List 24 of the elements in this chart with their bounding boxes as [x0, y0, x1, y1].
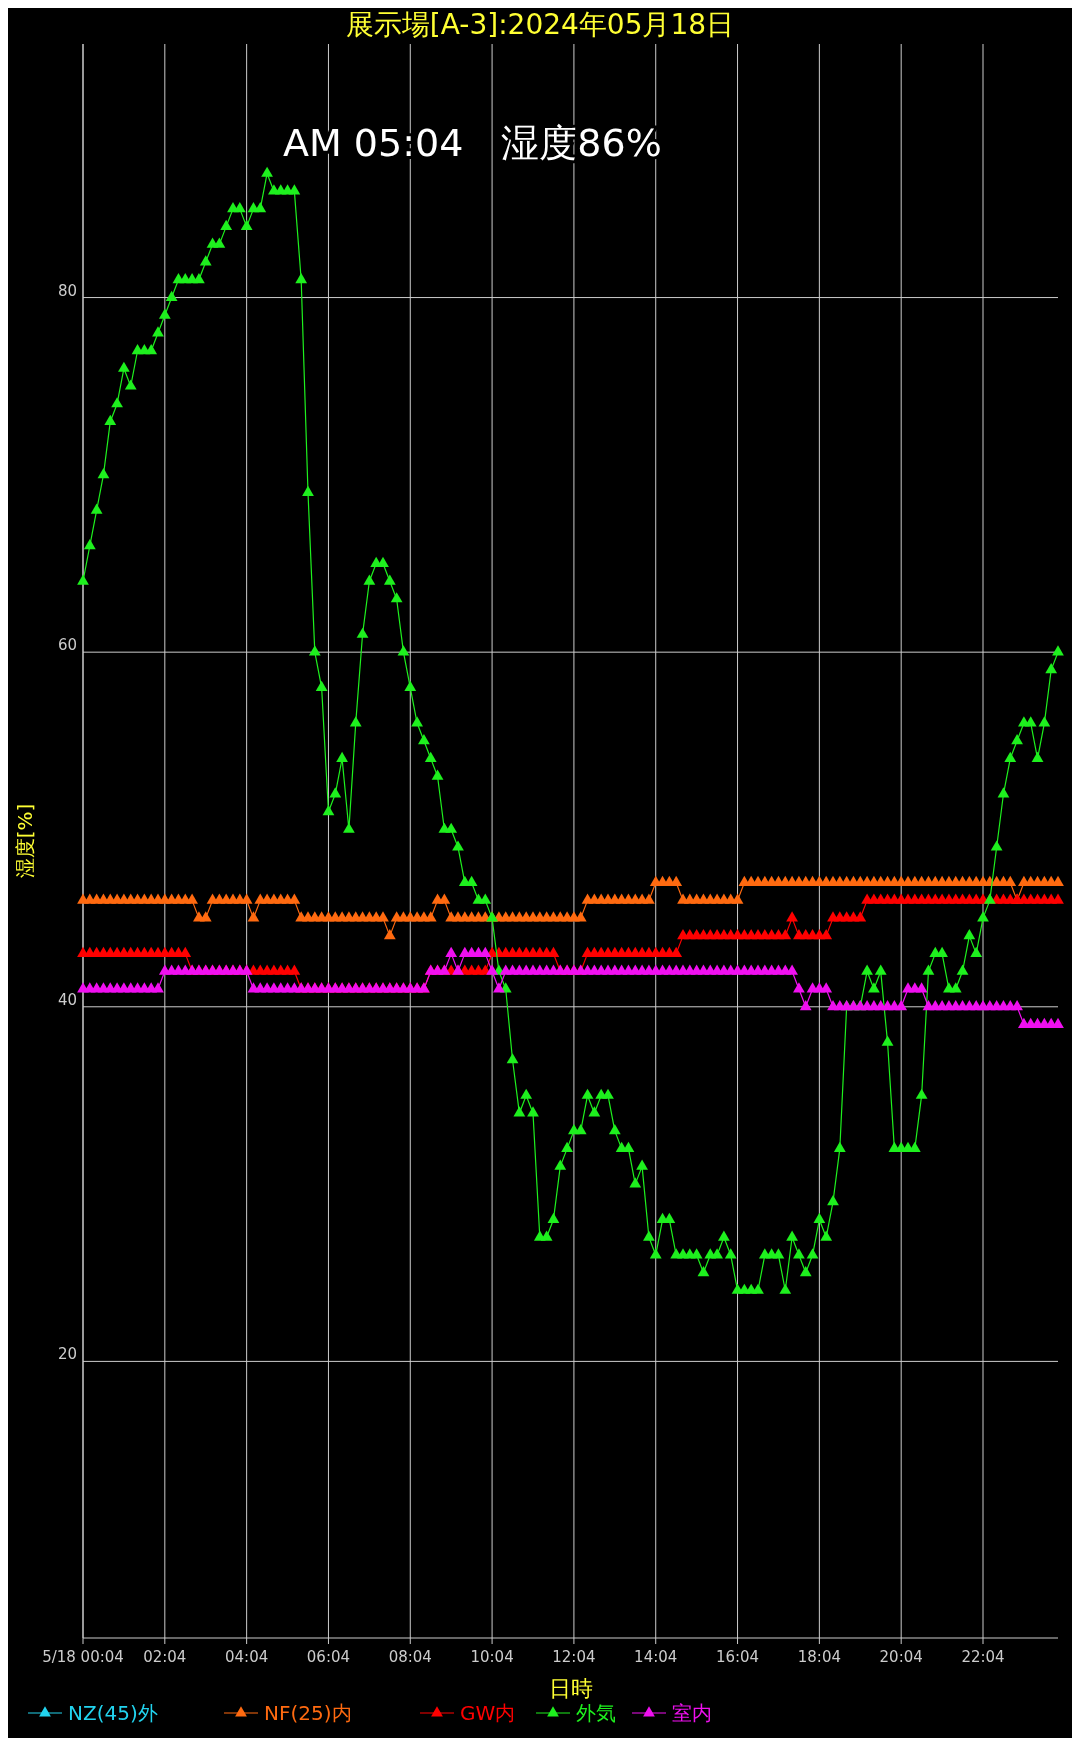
x-axis-title: 日時: [548, 1676, 593, 1701]
x-tick-label: 08:04: [388, 1648, 432, 1666]
x-tick-label: 22:04: [961, 1648, 1005, 1666]
x-tick-label: 06:04: [306, 1648, 351, 1666]
x-tick-label: 12:04: [552, 1648, 596, 1666]
y-tick-label: 80: [57, 281, 77, 300]
chart-title: 展示場[A-3]:2024年05月18日: [345, 8, 735, 41]
x-tick-label: 5/18 00:04: [42, 1648, 124, 1666]
x-tick-label: 14:04: [634, 1648, 678, 1666]
x-tick-label: 04:04: [225, 1648, 269, 1666]
legend-label: NF(25)内: [264, 1701, 352, 1725]
legend-label: NZ(45)外: [68, 1701, 158, 1725]
legend-label: 室内: [672, 1701, 712, 1725]
x-tick-label: 16:04: [715, 1648, 760, 1666]
y-tick-label: 20: [57, 1345, 77, 1364]
legend-label: GW内: [460, 1701, 516, 1725]
x-tick-label: 18:04: [797, 1648, 841, 1666]
y-tick-label: 60: [57, 636, 77, 655]
y-axis-title: 湿度[%]: [13, 803, 37, 879]
y-tick-label: 40: [57, 990, 77, 1009]
x-tick-label: 02:04: [143, 1648, 187, 1666]
x-tick-label: 10:04: [470, 1648, 514, 1666]
legend-label: 外気: [576, 1701, 616, 1725]
x-tick-label: 20:04: [879, 1648, 923, 1666]
